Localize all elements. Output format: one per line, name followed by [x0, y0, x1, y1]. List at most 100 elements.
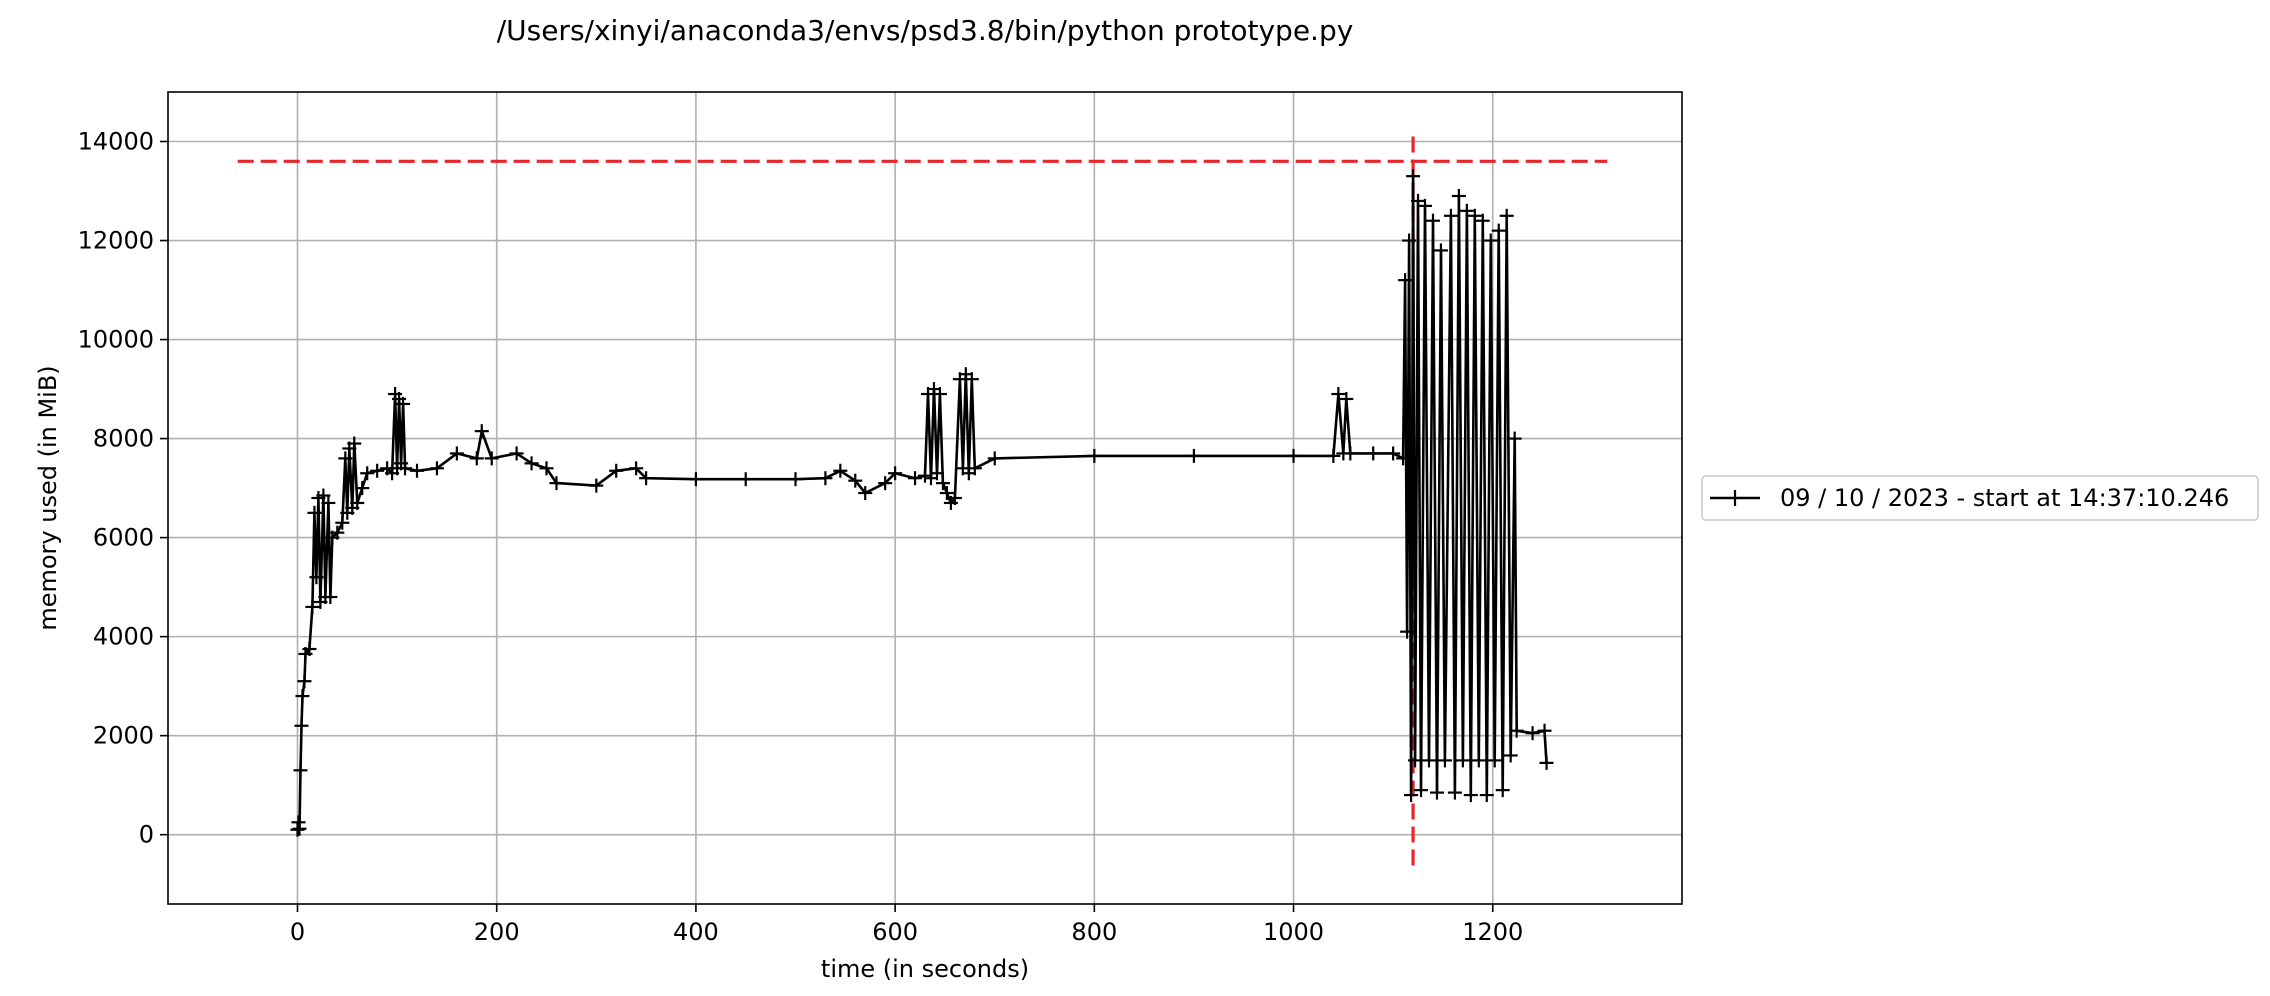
- data-point: [918, 468, 932, 483]
- data-point: [987, 451, 1002, 466]
- y-tick-label-4: 8000: [93, 425, 154, 453]
- data-point: [355, 481, 370, 496]
- data-point: [307, 505, 322, 520]
- data-point: [549, 476, 564, 491]
- data-point: [1443, 208, 1458, 223]
- plot-frame: [167, 91, 1683, 905]
- data-point: [888, 466, 903, 481]
- x-tick-label-4: 800: [1071, 918, 1117, 946]
- data-point: [848, 473, 863, 488]
- data-point: [1425, 213, 1440, 228]
- data-point: [1459, 203, 1474, 218]
- data-point: [609, 463, 624, 478]
- x-tick-label-6: 1200: [1462, 918, 1523, 946]
- data-point: [449, 446, 464, 461]
- data-point: [1400, 624, 1415, 639]
- data-point: [1396, 451, 1411, 466]
- y-tick-label-0: 0: [139, 821, 154, 849]
- data-point: [1433, 243, 1448, 258]
- data-point: [1386, 446, 1401, 461]
- data-point: [947, 491, 962, 505]
- y-tick-label-6: 12000: [78, 227, 154, 255]
- data-point: [323, 590, 338, 605]
- data-point: [309, 570, 324, 585]
- y-tick-label-7: 14000: [78, 128, 154, 156]
- data-point: [935, 476, 950, 491]
- x-axis-label: time (in seconds): [821, 955, 1029, 983]
- data-point: [908, 471, 923, 486]
- data-point: [474, 424, 489, 439]
- data-point: [788, 472, 803, 487]
- data-point: [818, 471, 833, 486]
- data-point: [1475, 213, 1490, 228]
- x-tick-label-3: 600: [872, 918, 918, 946]
- data-point: [1408, 753, 1423, 768]
- data-point: [1339, 391, 1354, 406]
- data-point: [1418, 198, 1433, 213]
- data-point: [302, 642, 317, 657]
- data-point: [1525, 726, 1540, 741]
- data-point: [939, 486, 954, 501]
- data-point: [833, 463, 848, 478]
- data-point: [1495, 783, 1510, 798]
- legend-box: [1701, 475, 2259, 521]
- y-tick-label-3: 6000: [93, 524, 154, 552]
- data-point: [1483, 233, 1498, 248]
- data-point: [294, 718, 309, 733]
- legend-series-label: 09 / 10 / 2023 - start at 14:37:10.246: [1780, 484, 2229, 512]
- data-point: [1503, 748, 1518, 763]
- data-point: [878, 476, 893, 491]
- data-point: [1366, 446, 1381, 461]
- data-point: [1463, 788, 1478, 803]
- x-tick-label-1: 200: [474, 918, 520, 946]
- data-point: [1087, 448, 1102, 463]
- x-axis: 0 200 400 600 800 1000 1200: [290, 904, 1523, 946]
- data-point: [967, 461, 982, 476]
- data-point: [1343, 446, 1358, 461]
- data-point: [396, 396, 411, 411]
- data-point: [316, 488, 331, 503]
- data-point: [370, 463, 385, 478]
- y-tick-label-2: 4000: [93, 623, 154, 651]
- data-point: [629, 461, 644, 476]
- data-point: [688, 472, 703, 487]
- x-tick-label-0: 0: [290, 918, 305, 946]
- data-point: [338, 451, 353, 466]
- data-point: [589, 478, 604, 493]
- data-point: [1471, 753, 1486, 768]
- data-point: [1406, 169, 1421, 184]
- data-point: [524, 456, 539, 471]
- data-point: [330, 525, 345, 540]
- legend: 09 / 10 / 2023 - start at 14:37:10.246: [1701, 475, 2259, 521]
- y-tick-label-1: 2000: [93, 722, 154, 750]
- data-point: [360, 466, 375, 481]
- data-point: [398, 461, 413, 476]
- data-point: [738, 472, 753, 487]
- series-markers-0: [290, 169, 1554, 837]
- data-point: [293, 763, 308, 778]
- data-point: [1507, 431, 1522, 446]
- data-point: [1404, 788, 1419, 803]
- data-point: [1286, 448, 1301, 463]
- data-point: [509, 446, 524, 461]
- data-point: [1422, 753, 1437, 768]
- data-point: [639, 471, 654, 486]
- data-point: [347, 436, 362, 451]
- data-point: [321, 495, 336, 510]
- reference-lines: [237, 136, 1608, 870]
- data-point: [1331, 387, 1346, 402]
- data-point: [295, 689, 310, 704]
- data-point: [305, 599, 320, 614]
- y-axis-label: memory used (in MiB): [34, 365, 62, 630]
- data-point: [1537, 723, 1552, 738]
- data-point: [1451, 188, 1466, 203]
- data-point: [1326, 448, 1341, 463]
- data-point: [297, 674, 312, 689]
- data-point: [1491, 223, 1506, 238]
- data-point: [1402, 233, 1417, 248]
- series-line-0: [296, 174, 1548, 831]
- data-point: [858, 486, 873, 501]
- data-point: [1479, 788, 1494, 803]
- chart-title: /Users/xinyi/anaconda3/envs/psd3.8/bin/p…: [497, 14, 1354, 47]
